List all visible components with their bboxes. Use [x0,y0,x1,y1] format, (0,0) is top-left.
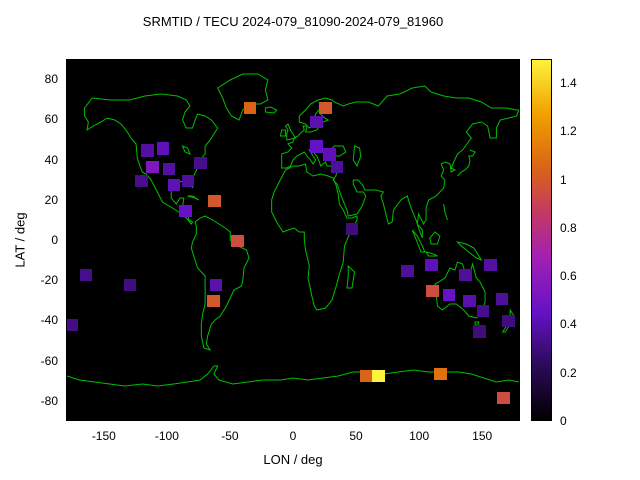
y-tick-label: -20 [40,273,58,288]
coastline-path [191,216,249,350]
coastline-path [347,266,355,288]
y-tick-label: -60 [40,353,58,368]
heatmap-cell [502,315,515,328]
coastline-path [85,94,218,224]
heatmap-cell [67,319,79,332]
x-tick-label: 100 [409,429,430,443]
heatmap-cell [462,295,476,308]
heatmap-cell [156,142,170,155]
coastline-path [285,124,295,140]
heatmap-cell [426,285,440,298]
heatmap-cell [146,160,160,173]
heatmap-cell [473,325,486,338]
heatmap-cell [433,367,447,380]
coastline-path [280,130,285,136]
coastline-path [457,150,475,176]
heatmap-cell [79,269,93,282]
coastline-path [412,230,425,252]
coastline-path [426,252,437,256]
heatmap-cell [401,265,414,278]
x-tick-label: 150 [472,429,493,443]
coastline-path [430,232,440,244]
heatmap-cell [442,289,456,302]
colorbar-tick-label: 0.2 [560,365,577,380]
heatmap-cell [208,194,221,207]
coastline-path [444,204,448,220]
colorbar-tick-label: 1 [560,172,567,187]
heatmap-cell [194,156,207,169]
x-axis-label: LON / deg [263,452,323,467]
heatmap-cell [425,259,438,272]
heatmap-cell [359,369,373,382]
heatmap-cell [310,140,323,153]
colorbar [531,59,552,421]
heatmap-cell [162,162,176,175]
y-tick-label: 0 [51,233,58,247]
coastline-path [188,196,199,200]
heatmap-cell [330,160,344,173]
x-tick-label: 50 [349,429,363,443]
coastline-path [457,242,481,260]
colorbar-tick-label: 1.4 [560,76,577,91]
x-tick-label: 0 [289,429,297,443]
x-tick-label: -50 [221,429,239,443]
heatmap-cell [497,391,510,404]
heatmap-cell [310,116,323,129]
colorbar-tick-label: 0.8 [560,220,577,235]
heatmap-cell [345,222,359,235]
heatmap-cell [459,269,472,282]
heatmap-cell [323,148,336,161]
colorbar-tick-label: 0 [560,414,567,428]
heatmap-cell [179,204,192,217]
heatmap-cell [135,174,148,187]
coastline-path [282,86,519,238]
map-plot-area [66,59,520,421]
colorbar-tick-label: 0.4 [560,317,577,332]
heatmap-cell [141,144,154,157]
heatmap-cell [230,234,244,248]
y-tick-label: 60 [44,112,58,127]
chart-title: SRMTID / TECU 2024-079_81090-2024-079_81… [142,14,444,29]
colorbar-tick-label: 0.6 [560,269,577,284]
coastline-path [265,107,276,113]
heatmap-cell [484,259,498,272]
y-tick-label: 20 [44,192,58,207]
y-tick-label: -40 [40,313,58,328]
heatmap-cell [495,293,509,306]
colorbar-tick-label: 1.2 [560,124,577,139]
heatmap-cell [209,279,223,292]
heatmap-cell [181,174,195,187]
coastline-path [183,146,191,154]
heatmap-cell [123,279,137,292]
y-tick-label: -80 [40,393,58,408]
y-tick-label: 40 [44,152,58,167]
coastline-path [435,262,485,318]
heatmap-cell [167,178,181,191]
y-tick-label: 80 [44,72,58,87]
heatmap-cells [67,60,519,420]
coastline-path [272,164,357,310]
coastline-path [218,74,268,120]
heatmap-cell [243,102,257,115]
heatmap-cell [372,369,385,382]
x-tick-label: -100 [154,429,179,443]
x-tick-label: -150 [91,429,116,443]
heatmap-cell [206,295,220,308]
heatmap-cell [319,102,332,115]
y-axis-label: LAT / deg [12,212,28,268]
heatmap-cell [476,305,490,318]
coastline-path [353,146,361,166]
